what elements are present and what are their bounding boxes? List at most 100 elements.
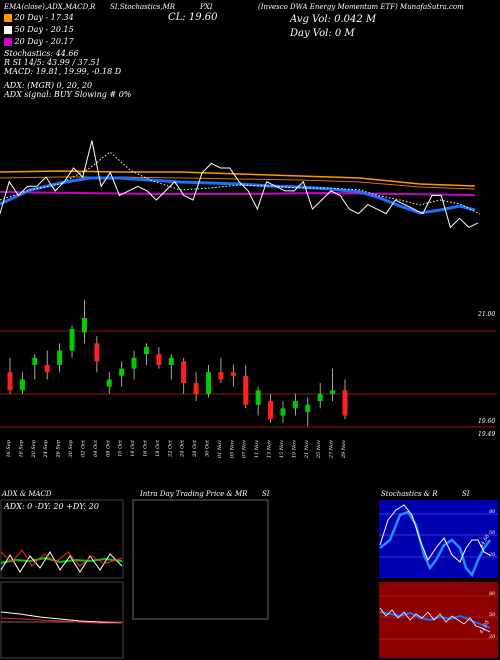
rsi-tick-20: 20 bbox=[488, 634, 496, 640]
legend-row-2: 50 Day - 20.15 bbox=[4, 25, 74, 34]
stoch-tick-20: 20 bbox=[488, 552, 496, 558]
candle-up bbox=[330, 390, 336, 394]
ema-orange-line bbox=[0, 170, 476, 187]
intraday-title: Intra Day Trading Price & MR bbox=[139, 490, 248, 498]
candle-up bbox=[57, 350, 63, 365]
stoch-tick-50: 50 bbox=[489, 530, 496, 536]
adx-signal: ADX signal: BUY Slowing # 0% bbox=[4, 90, 132, 99]
macd-panel bbox=[0, 581, 124, 659]
stoch-tick-80: 80 bbox=[489, 509, 496, 515]
macd-red-line bbox=[0, 617, 122, 624]
date-axis: 16 Sep 18 Sep 20 Sep 24 Sep 26 Sep 30 Sep 02 O… bbox=[6, 439, 347, 459]
stochastics-readout: Stochastics: 44.66 bbox=[4, 49, 79, 58]
legend-2-value: 20.15 bbox=[50, 25, 74, 34]
intraday-suffix: SI bbox=[262, 490, 270, 498]
date-tick-label: 18 Sep bbox=[18, 439, 24, 457]
legend-1-value: 17.34 bbox=[50, 13, 74, 22]
candle-down bbox=[94, 343, 100, 362]
ema-orange-line-2 bbox=[0, 176, 476, 190]
date-tick-label: 28 Oct bbox=[192, 439, 198, 458]
legend-swatch-1 bbox=[4, 14, 12, 22]
candle-up bbox=[69, 328, 75, 351]
candle-up bbox=[206, 372, 212, 394]
date-tick-label: 11 Nov bbox=[254, 440, 260, 458]
candle-up bbox=[292, 401, 298, 409]
candle-down bbox=[156, 354, 162, 365]
date-tick-label: 21 Nov bbox=[304, 440, 310, 459]
date-tick-label: 30 Sep bbox=[68, 439, 74, 457]
date-tick-label: 08 Oct bbox=[105, 439, 111, 457]
candle-up bbox=[19, 379, 25, 391]
rsi-tick-80: 80 bbox=[489, 591, 496, 597]
candle-down bbox=[44, 365, 50, 373]
avg-volume: Avg Vol: 0.042 M bbox=[290, 14, 377, 25]
price-level-label-2: 19.60 bbox=[478, 418, 495, 425]
close-price-line bbox=[0, 140, 479, 229]
date-tick-label: 16 Sep bbox=[6, 439, 12, 457]
candle-down bbox=[181, 361, 187, 384]
ema-magenta-line bbox=[0, 191, 476, 196]
chart-title: (Invesco DWA Energy Momentum ETF) Munafa… bbox=[258, 3, 464, 11]
stoch-suffix: SI bbox=[462, 490, 470, 498]
candle-up bbox=[280, 408, 286, 416]
candle-down bbox=[342, 390, 348, 416]
date-tick-label: 04 Oct bbox=[93, 439, 99, 457]
adx-panel-readout: ADX: 0 -DY: 20 +DY: 20 bbox=[3, 502, 99, 511]
legend-swatch-3 bbox=[4, 38, 12, 46]
date-tick-label: 01 Nov bbox=[217, 440, 223, 458]
rsi-readout: R SI 14/5: 43.99 / 37.51 bbox=[4, 58, 101, 67]
stoch-panel bbox=[379, 500, 498, 578]
ema-blue-line bbox=[0, 176, 476, 215]
ema-layer bbox=[0, 151, 481, 215]
candle-up bbox=[317, 393, 323, 402]
macd-white-line bbox=[0, 611, 123, 624]
date-tick-label: 24 Oct bbox=[180, 439, 186, 458]
date-tick-label: 05 Nov bbox=[229, 440, 235, 458]
legend-row-1: 20 Day - 17.34 bbox=[4, 13, 74, 22]
stoch-blue-line bbox=[379, 510, 491, 578]
date-tick-label: 18 Oct bbox=[155, 439, 161, 457]
legend-2-name: 50 Day bbox=[14, 25, 43, 34]
candle-up bbox=[32, 357, 38, 365]
close-label: CL: 19.60 bbox=[168, 12, 218, 23]
date-tick-label: 25 Nov bbox=[316, 440, 322, 459]
date-tick-label: 02 Oct bbox=[80, 439, 86, 457]
date-tick-label: 19 Nov bbox=[291, 440, 297, 458]
date-tick-label: 07 Nov bbox=[242, 440, 248, 458]
legend-1-name: 20 Day bbox=[14, 13, 43, 22]
rsi-white-line bbox=[379, 607, 491, 633]
candle-down bbox=[218, 372, 224, 380]
candle-up bbox=[106, 379, 112, 387]
candle-down bbox=[268, 401, 274, 420]
candle-up bbox=[255, 390, 261, 405]
ticker-prefix: SI,Stochastics,MR bbox=[110, 3, 176, 11]
intraday-panel bbox=[132, 499, 269, 620]
date-tick-label: 29 Nov bbox=[341, 440, 347, 459]
day-volume: Day Vol: 0 M bbox=[290, 28, 355, 39]
candle-up bbox=[168, 357, 174, 365]
date-tick-label: 10 Oct bbox=[118, 439, 124, 457]
stoch-white-line bbox=[379, 504, 491, 563]
indicators-line: EMA(close),ADX,MACD,R bbox=[4, 3, 96, 11]
price-level-label-1: 21.00 bbox=[477, 311, 495, 318]
adx-white-line bbox=[0, 551, 123, 573]
candlestick-layer bbox=[7, 300, 348, 427]
candle-up bbox=[143, 346, 149, 355]
ema-dotted-line bbox=[0, 151, 481, 215]
symbol: PXI bbox=[200, 3, 213, 11]
rsi-tick-50: 50 bbox=[489, 612, 496, 618]
adx-panel bbox=[0, 499, 124, 579]
date-tick-label: 15 Nov bbox=[279, 440, 285, 458]
adx-readout: ADX: (MGR) 0, 20, 20 bbox=[4, 81, 93, 90]
stoch-title: Stochastics & R bbox=[381, 490, 438, 498]
date-tick-label: 13 Nov bbox=[267, 440, 273, 458]
candle-up bbox=[81, 318, 87, 333]
macd-readout: MACD: 19.81, 19.99, -0.18 D bbox=[4, 67, 122, 76]
date-tick-label: 22 Oct bbox=[167, 439, 173, 458]
legend-3-value: 20.17 bbox=[50, 37, 74, 46]
rsi-panel bbox=[379, 582, 498, 658]
legend-row-3: 20 Day - 20.17 bbox=[4, 37, 74, 46]
date-tick-label: 16 Oct bbox=[142, 439, 148, 457]
candle-down bbox=[243, 375, 249, 405]
